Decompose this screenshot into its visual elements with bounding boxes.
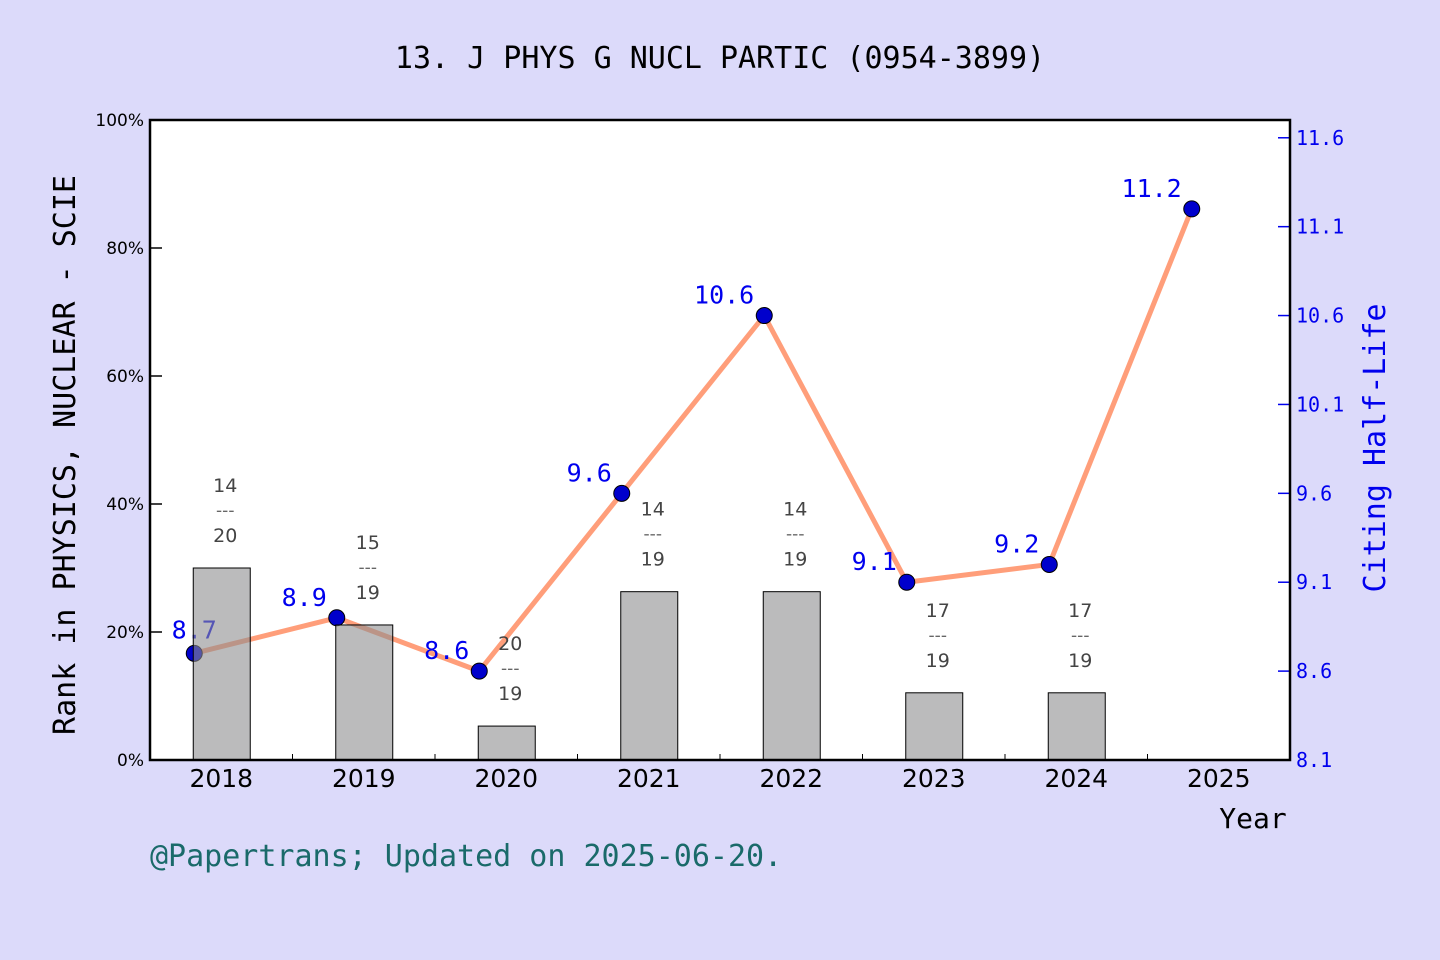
rank-bar: [192, 567, 251, 761]
rank-bar: [762, 591, 821, 761]
half-life-point: [1040, 555, 1058, 573]
y-right-tick-label: 9.1: [1296, 570, 1332, 594]
rank-bar: [477, 725, 536, 761]
rank-numerator: 20: [498, 633, 522, 655]
rank-numerator: 14: [783, 499, 807, 521]
half-life-point: [470, 662, 488, 680]
y-left-tick-label: 60%: [106, 367, 144, 387]
plot-area: [150, 120, 1290, 760]
y-axis-right-label: Citing Half-Life: [1358, 304, 1393, 593]
y-axis-left-label: Rank in PHYSICS, NUCLEAR - SCIE: [48, 175, 83, 735]
y-right-tick-label: 11.1: [1296, 215, 1344, 239]
x-tick-label: 2023: [902, 764, 966, 793]
half-life-label: 9.1: [852, 547, 897, 576]
y-right-tick-label: 8.1: [1296, 748, 1332, 772]
y-left-tick-label: 0%: [117, 751, 144, 771]
rank-divider: ---: [501, 659, 519, 679]
footer-text: @Papertrans; Updated on 2025-06-20.: [150, 839, 782, 874]
rank-bar: [335, 624, 394, 761]
rank-bar: [905, 692, 964, 761]
half-life-label: 9.6: [567, 458, 612, 487]
half-life-label: 8.6: [424, 636, 469, 665]
x-axis-label: Year: [1219, 802, 1286, 835]
half-life-point: [898, 573, 916, 591]
y-right-tick-label: 10.1: [1296, 392, 1344, 416]
x-tick-label: 2018: [189, 764, 253, 793]
y-right-tick-label: 10.6: [1296, 304, 1344, 328]
rank-numerator: 15: [356, 532, 380, 554]
rank-divider: ---: [786, 525, 804, 545]
rank-denominator: 19: [926, 650, 950, 672]
y-left-tick-label: 100%: [95, 111, 144, 131]
y-right-tick-label: 11.6: [1296, 126, 1344, 150]
y-right-tick-label: 8.6: [1296, 659, 1332, 683]
rank-divider: ---: [644, 525, 662, 545]
chart-title: 13. J PHYS G NUCL PARTIC (0954-3899): [395, 41, 1045, 76]
plot-frame: [148, 118, 1292, 762]
rank-divider: ---: [1071, 626, 1089, 646]
y-right-tick-label: 9.6: [1296, 481, 1332, 505]
rank-bar: [620, 591, 679, 761]
x-tick-label: 2021: [617, 764, 681, 793]
rank-numerator: 17: [926, 600, 950, 622]
rank-denominator: 19: [783, 549, 807, 571]
y-left-tick-label: 80%: [106, 239, 144, 259]
rank-numerator: 14: [213, 475, 237, 497]
half-life-point: [613, 484, 631, 502]
rank-numerator: 17: [1068, 600, 1092, 622]
half-life-point: [755, 307, 773, 325]
y-left-tick-label: 20%: [106, 623, 144, 643]
half-life-label: 10.6: [694, 281, 754, 310]
rank-denominator: 19: [498, 683, 522, 705]
x-tick-label: 2024: [1044, 764, 1108, 793]
rank-numerator: 14: [641, 499, 665, 521]
half-life-label: 8.9: [282, 583, 327, 612]
rank-denominator: 19: [641, 549, 665, 571]
rank-bar: [1047, 692, 1106, 761]
y-left-tick-label: 40%: [106, 495, 144, 515]
x-tick-label: 2022: [759, 764, 823, 793]
rank-denominator: 19: [1068, 650, 1092, 672]
rank-denominator: 19: [356, 582, 380, 604]
half-life-point: [1183, 200, 1201, 218]
x-tick-label: 2025: [1187, 764, 1251, 793]
half-life-label: 9.2: [994, 529, 1039, 558]
rank-divider: ---: [929, 626, 947, 646]
rank-divider: ---: [216, 501, 234, 521]
x-tick-label: 2019: [332, 764, 396, 793]
x-tick-label: 2020: [474, 764, 538, 793]
rank-denominator: 20: [213, 525, 237, 547]
half-life-label: 11.2: [1122, 174, 1182, 203]
rank-divider: ---: [359, 558, 377, 578]
half-life-point: [328, 609, 346, 627]
